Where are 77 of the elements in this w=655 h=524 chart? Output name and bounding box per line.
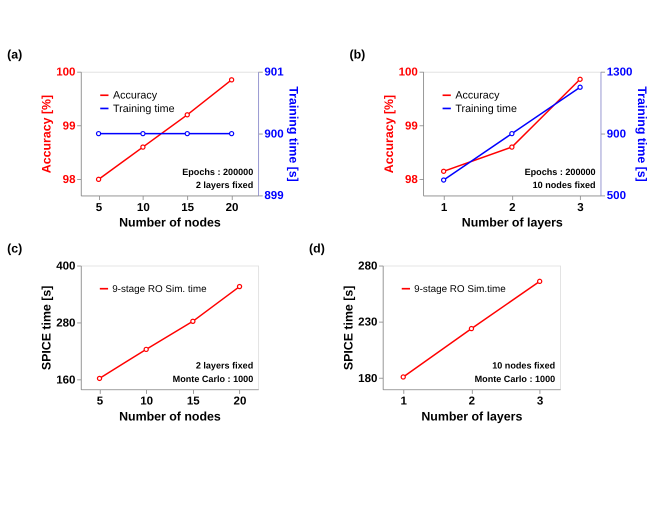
y2-tick-label: 900 — [264, 128, 284, 140]
point — [228, 77, 234, 82]
annotation: Epochs : 200000 — [524, 166, 596, 177]
point — [400, 374, 406, 380]
point — [144, 346, 149, 352]
x-tick-label: 15 — [181, 202, 195, 214]
y-tick-label: 180 — [358, 372, 378, 385]
y-tick-label: 98 — [62, 174, 76, 186]
x-tick-label: 2 — [468, 396, 476, 408]
x-tick-label: 5 — [96, 396, 104, 408]
x-tick-label: 10 — [140, 396, 154, 408]
x-tick-label: 1 — [400, 396, 408, 408]
annotation: Epochs : 200000 — [182, 166, 254, 177]
point — [536, 278, 542, 284]
y2-axis-title: Training time [s] — [286, 86, 300, 182]
y2-tick-label: 1300 — [606, 66, 632, 78]
point — [236, 284, 242, 290]
x-tick-label: 1 — [440, 202, 448, 214]
point — [509, 144, 515, 150]
x-tick-label: 2 — [509, 202, 516, 214]
point — [577, 76, 583, 82]
point — [509, 130, 515, 136]
legend-label: Accuracy — [113, 90, 158, 102]
legend-label: Training time — [113, 102, 175, 115]
y2-tick-label: 899 — [264, 190, 284, 202]
x-axis-title: Number of layers — [421, 409, 522, 424]
y-tick-label: 98 — [405, 174, 418, 186]
y-tick-label: 99 — [405, 120, 418, 132]
y-tick-label: 160 — [56, 374, 76, 387]
point — [96, 376, 102, 382]
point — [96, 176, 102, 182]
y-axis-title: SPICE time [s] — [341, 286, 356, 370]
x-tick-label: 20 — [234, 396, 246, 408]
annotation: Monte Carlo : 1000 — [474, 374, 556, 384]
y-tick-label: 100 — [56, 66, 76, 78]
chart-title: (c) — [7, 241, 22, 256]
legend-label: Training time — [455, 102, 517, 115]
x-axis-title: Number of layers — [462, 215, 563, 230]
y-tick-label: 280 — [56, 317, 76, 330]
y-axis-title: Accuracy [%] — [382, 94, 396, 174]
point — [440, 168, 446, 174]
y2-tick-label: 900 — [606, 128, 626, 140]
x-axis-title: Number of nodes — [119, 215, 221, 230]
point — [468, 326, 474, 332]
point — [190, 318, 196, 324]
y-tick-label: 100 — [398, 66, 418, 78]
chart-title: (b) — [349, 48, 366, 62]
x-tick-label: 3 — [536, 396, 544, 408]
y-tick-label: 99 — [62, 120, 76, 132]
x-tick-label: 5 — [96, 202, 103, 214]
point — [140, 144, 146, 150]
legend-label: 9-stage RO Sim.time — [414, 284, 506, 296]
x-tick-label: 20 — [226, 202, 238, 214]
y2-tick-label: 901 — [264, 66, 284, 78]
annotation: 10 nodes fixed — [532, 180, 596, 190]
y-tick-label: 230 — [358, 316, 378, 329]
legend-label: Accuracy — [455, 90, 500, 102]
x-tick-label: 3 — [577, 202, 584, 214]
annotation: 2 layers fixed — [196, 360, 254, 371]
x-tick-label: 15 — [186, 396, 200, 408]
point — [440, 177, 446, 183]
chart-title: (d) — [309, 241, 325, 256]
y-axis-title: Accuracy [%] — [39, 94, 54, 174]
x-tick-label: 10 — [136, 202, 150, 214]
x-axis-title: Number of nodes — [119, 409, 221, 424]
annotation: 10 nodes fixed — [492, 360, 556, 371]
y2-tick-label: 500 — [606, 190, 626, 202]
annotation: 2 layers fixed — [196, 180, 254, 190]
y-axis-title: SPICE time [s] — [39, 286, 54, 370]
chart-title: (a) — [7, 48, 22, 62]
point — [184, 112, 190, 118]
annotation: Monte Carlo : 1000 — [172, 374, 254, 384]
y-tick-label: 400 — [56, 260, 76, 272]
point — [577, 84, 583, 90]
y2-axis-title: Training time [s] — [635, 86, 650, 182]
legend-label: 9-stage RO Sim. time — [112, 284, 208, 296]
y-tick-label: 280 — [358, 260, 378, 272]
